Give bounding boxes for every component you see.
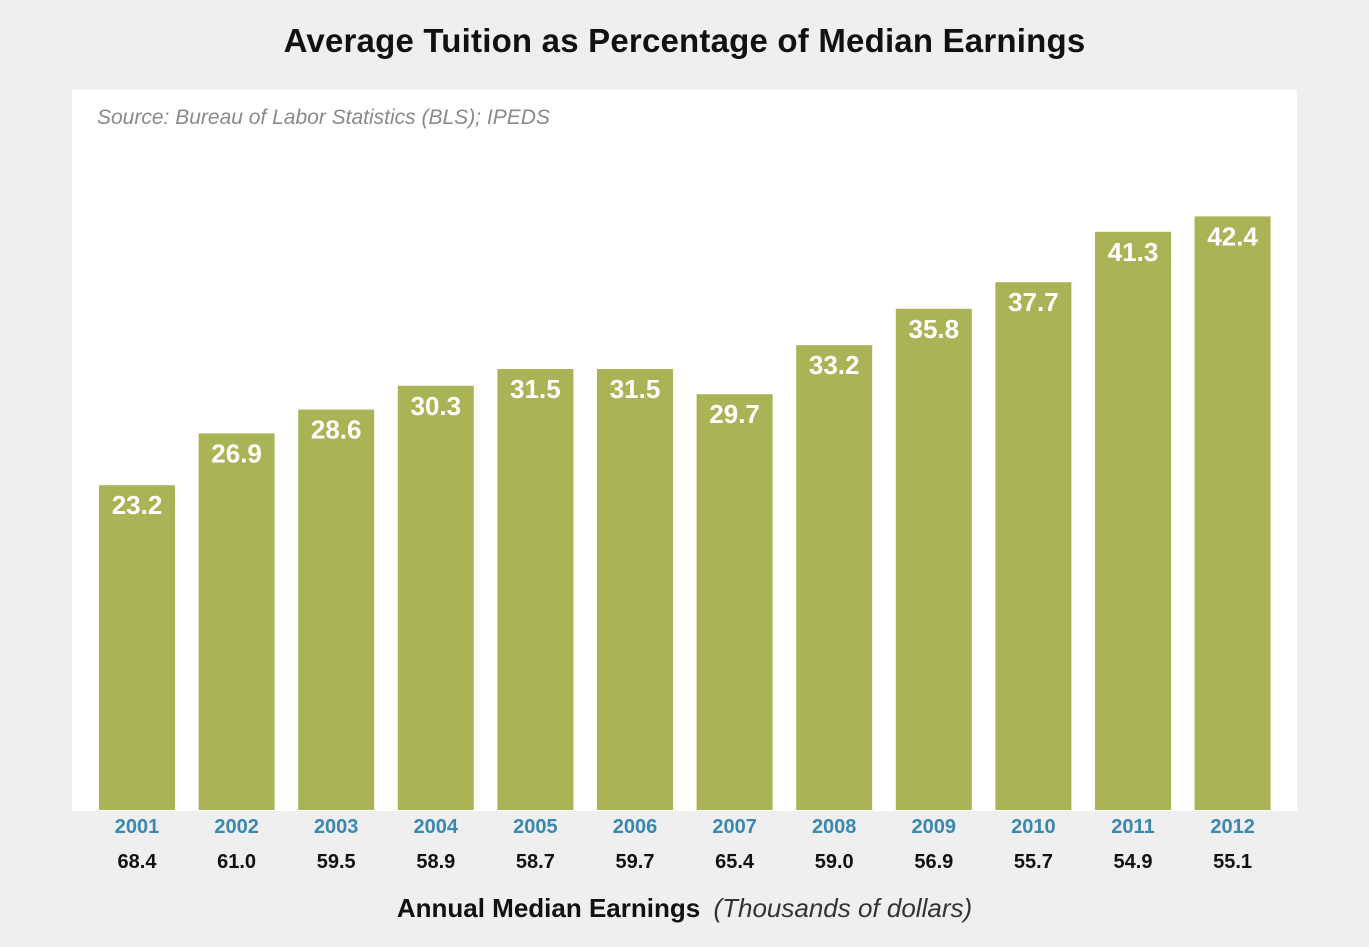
bar-value-label: 29.7	[709, 399, 760, 429]
year-tick-label: 2001	[115, 816, 160, 838]
year-tick-label: 2003	[314, 816, 359, 838]
bar-2006	[597, 369, 673, 810]
bar-2004	[397, 385, 474, 810]
median-earnings-label: 59.7	[616, 851, 655, 873]
year-tick-label: 2005	[513, 816, 558, 838]
year-tick-label: 2012	[1210, 816, 1255, 838]
x-axis-title: Annual Median Earnings (Thousands of dol…	[0, 893, 1369, 924]
bar-2003	[298, 409, 375, 810]
median-earnings-label: 58.7	[516, 851, 555, 873]
median-earnings-label: 56.9	[914, 851, 953, 873]
bar-2012	[1194, 216, 1271, 810]
median-earnings-label: 61.0	[217, 851, 256, 873]
bar-2001	[99, 485, 175, 810]
bar-value-label: 42.4	[1207, 221, 1258, 251]
bar-value-label: 30.3	[410, 391, 461, 421]
year-tick-label: 2008	[812, 816, 857, 838]
bar-value-label: 23.2	[112, 490, 163, 520]
bar-2010	[995, 282, 1072, 810]
bar-2008	[796, 345, 873, 810]
source-note: Source: Bureau of Labor Statistics (BLS)…	[97, 106, 550, 129]
bar-value-label: 41.3	[1108, 237, 1159, 267]
year-tick-label: 2009	[912, 816, 957, 838]
bar-value-label: 26.9	[211, 438, 262, 468]
x-axis-unit: (Thousands of dollars)	[713, 893, 973, 923]
year-tick-label: 2004	[414, 816, 459, 838]
chart-title: Average Tuition as Percentage of Median …	[283, 22, 1086, 59]
x-axis-label: Annual Median Earnings	[396, 893, 701, 923]
bar-value-label: 37.7	[1008, 287, 1059, 317]
median-earnings-label: 55.7	[1014, 851, 1053, 873]
median-earnings-label: 54.9	[1114, 851, 1153, 873]
year-tick-label: 2011	[1111, 816, 1154, 838]
bar-2011	[1095, 231, 1171, 811]
median-earnings-label: 55.1	[1213, 851, 1252, 873]
bar-value-label: 31.5	[610, 374, 661, 404]
bar-value-label: 28.6	[311, 415, 362, 445]
bar-2009	[895, 308, 972, 810]
bar-value-label: 33.2	[809, 350, 860, 380]
median-earnings-label: 68.4	[118, 851, 158, 873]
plot-panel	[72, 90, 1297, 811]
year-tick-label: 2010	[1011, 816, 1056, 838]
year-tick-label: 2002	[214, 816, 259, 838]
year-tick-label: 2006	[613, 816, 658, 838]
median-earnings-label: 59.5	[317, 851, 356, 873]
bar-value-label: 35.8	[908, 314, 959, 344]
median-earnings-label: 59.0	[815, 851, 854, 873]
bar-2007	[696, 394, 773, 810]
median-earnings-label: 65.4	[715, 851, 755, 873]
bar-value-label: 31.5	[510, 374, 561, 404]
median-earnings-label: 58.9	[416, 851, 455, 873]
bar-2002	[198, 433, 275, 810]
year-tick-label: 2007	[712, 816, 757, 838]
bar-2005	[497, 369, 574, 810]
